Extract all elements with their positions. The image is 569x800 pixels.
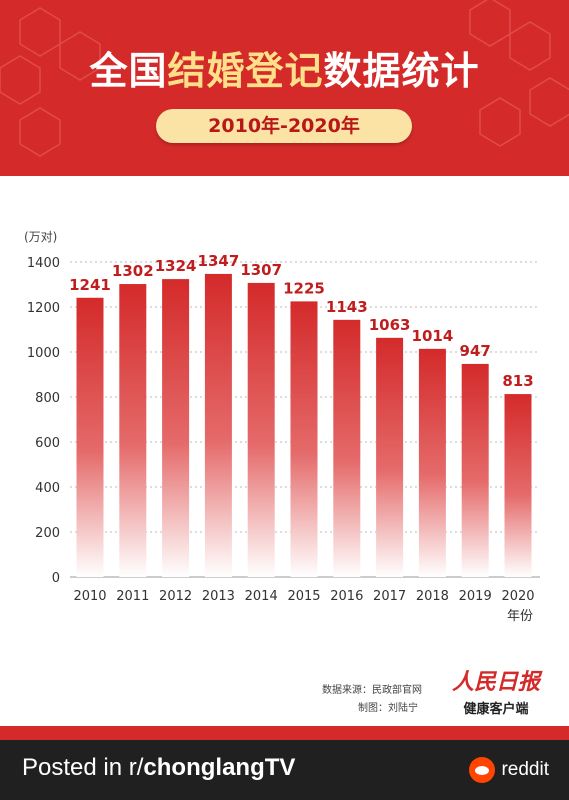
bar-2018 (418, 348, 446, 577)
author-line: 制图：刘陆宁 (358, 703, 418, 714)
brand-name: 人民日报 (452, 669, 541, 695)
data-label: 1347 (198, 252, 240, 270)
y-tick-label: 1400 (27, 256, 60, 271)
bar-2015 (290, 301, 318, 577)
x-tick-label: 2010 (73, 589, 106, 604)
x-tick-label: 2011 (116, 589, 149, 604)
data-label: 1143 (326, 298, 368, 316)
x-tick-label: 2013 (202, 589, 235, 604)
subreddit-link[interactable]: chonglangTV (143, 754, 296, 781)
data-label: 1014 (412, 327, 454, 345)
x-tick-label: 2015 (287, 589, 320, 604)
reddit-icon (469, 757, 496, 783)
data-label: 1063 (369, 316, 411, 334)
x-tick-label: 2020 (501, 589, 534, 604)
bar-2014 (247, 282, 275, 577)
bar-2013 (204, 273, 232, 577)
posted-in-label: Posted in r/chonglangTV (22, 754, 296, 781)
bar-2017 (376, 337, 404, 577)
brand-logo: 人民日报 健康客户端 (452, 664, 540, 717)
data-source: 数据来源：民政部官网 制图：刘陆宁 (322, 682, 422, 718)
x-tick-label: 2012 (159, 589, 192, 604)
y-tick-label: 1000 (27, 346, 60, 361)
reddit-logo[interactable]: reddit (469, 757, 549, 783)
x-tick-label: 2019 (459, 589, 492, 604)
source-line: 数据来源：民政部官网 (322, 685, 422, 696)
x-tick-label: 2016 (330, 589, 363, 604)
date-range-badge: 2010年-2020年 (156, 109, 412, 143)
data-label: 1324 (155, 257, 197, 275)
bar-2010 (76, 297, 104, 577)
hexagon-pattern (0, 0, 569, 157)
x-tick-label: 2017 (373, 589, 406, 604)
bar-2019 (461, 363, 489, 577)
x-tick-label: 2014 (245, 589, 278, 604)
data-label: 1307 (240, 261, 282, 279)
y-tick-label: 600 (35, 436, 60, 451)
bottom-strip (0, 726, 569, 740)
data-label: 947 (460, 342, 491, 360)
bar-2016 (333, 319, 361, 577)
x-tick-label: 2018 (416, 589, 449, 604)
data-label: 1241 (69, 276, 111, 294)
y-tick-label: 800 (35, 391, 60, 406)
y-axis-unit: (万对) (24, 230, 57, 244)
bar-2020 (504, 394, 532, 577)
reddit-footer: Posted in r/chonglangTV reddit (0, 740, 569, 800)
header-banner: 全国结婚登记数据统计 2010年-2020年 (0, 0, 569, 176)
y-tick-label: 200 (35, 526, 60, 541)
page-title: 全国结婚登记数据统计 (89, 49, 480, 93)
x-axis-label: 年份 (507, 609, 533, 624)
data-label: 1302 (112, 262, 154, 280)
y-tick-label: 400 (35, 481, 60, 496)
bar-2012 (162, 279, 190, 577)
y-tick-label: 1200 (27, 301, 60, 316)
y-tick-label: 0 (52, 571, 60, 586)
data-label: 1225 (283, 279, 325, 297)
bar-2011 (119, 284, 147, 577)
data-label: 813 (502, 372, 533, 390)
brand-sub: 健康客户端 (463, 702, 529, 717)
